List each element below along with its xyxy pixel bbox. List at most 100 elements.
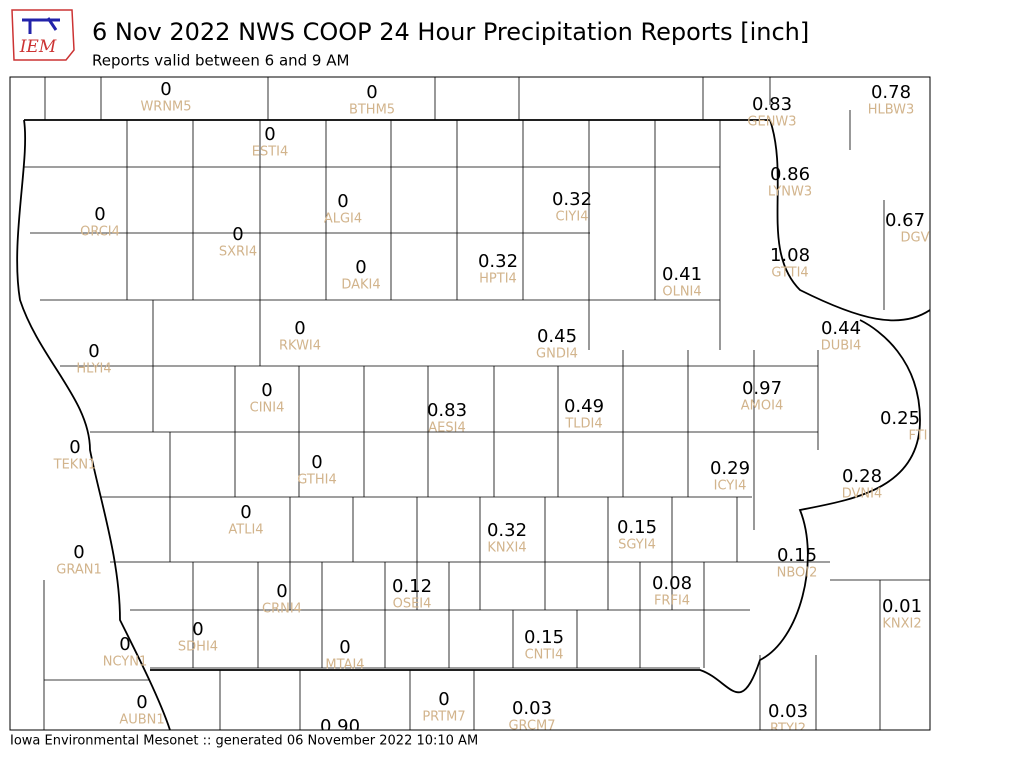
station-id: DUBI4 <box>821 339 862 354</box>
station-id: DAKI4 <box>341 278 380 293</box>
station-id: AESI4 <box>428 421 465 436</box>
station-value: 0.67 <box>885 210 925 231</box>
station-value: 0 <box>311 452 322 473</box>
station-id: MTAI4 <box>325 658 364 673</box>
station-value: 0 <box>69 437 80 458</box>
station-value: 0.29 <box>710 458 750 479</box>
station-id: GTTI4 <box>771 266 808 281</box>
station-value: 0 <box>261 380 272 401</box>
station-id: GTHI4 <box>297 473 336 488</box>
station-id: OLNI4 <box>662 285 701 300</box>
station-value: 0 <box>160 79 171 100</box>
station-value: 0 <box>438 689 449 710</box>
logo: IEM <box>11 9 75 61</box>
station-id: TEKN1 <box>53 458 97 473</box>
station-id: PRTM7 <box>422 710 465 725</box>
station-value: 0 <box>294 318 305 339</box>
station-id: FTI <box>908 429 927 444</box>
station-value: 0 <box>276 581 287 602</box>
station-id: HLYI4 <box>76 362 111 377</box>
station-id: HLBW3 <box>868 103 915 118</box>
station-value: 0.25 <box>880 408 920 429</box>
station-value: 0 <box>339 637 350 658</box>
station-id: SGYI4 <box>618 538 656 553</box>
station-id: BTHM5 <box>349 103 395 118</box>
station-id: HPTI4 <box>479 272 517 287</box>
station-id: CINI4 <box>250 401 285 416</box>
station-id: KNXI4 <box>487 541 526 556</box>
station-value: 0 <box>355 257 366 278</box>
station-id: CNTI4 <box>525 648 564 663</box>
station-value: 0.03 <box>512 698 552 719</box>
station-id: ATLI4 <box>228 523 263 538</box>
station-value: 0 <box>232 224 243 245</box>
station-id: ORCI4 <box>80 225 120 240</box>
station-id: RKWI4 <box>279 339 321 354</box>
station-value: 0 <box>337 191 348 212</box>
station-value: 0 <box>88 341 99 362</box>
station-id: GRAN1 <box>56 563 101 578</box>
state-borders <box>16 119 930 730</box>
station-value: 0 <box>264 124 275 145</box>
station-value: 0.83 <box>427 400 467 421</box>
station-id: NCYN1 <box>103 655 148 670</box>
station-value: 0.15 <box>777 545 817 566</box>
station-value: 0.32 <box>487 520 527 541</box>
subtitle: Reports valid between 6 and 9 AM <box>92 52 349 70</box>
station-value: 0.15 <box>617 517 657 538</box>
station-value: 0.08 <box>652 573 692 594</box>
station-id: TLDI4 <box>564 417 602 432</box>
station-value: 0.49 <box>564 396 604 417</box>
station-value: 0 <box>192 619 203 640</box>
station-id: NBOI2 <box>777 566 818 581</box>
station-id: SXRI4 <box>219 245 257 260</box>
county-lines <box>24 77 930 730</box>
station-id: CIYI4 <box>556 210 589 225</box>
station-id: AUBN1 <box>119 713 164 728</box>
station-value: 0.90 <box>320 716 360 737</box>
station-value: 0.01 <box>882 596 922 617</box>
station-id: ICYI4 <box>714 479 747 494</box>
station-value: 0.44 <box>821 318 861 339</box>
station-value: 1.08 <box>770 245 810 266</box>
station-value: 0.32 <box>552 189 592 210</box>
footer: Iowa Environmental Mesonet :: generated … <box>10 734 478 749</box>
station-value: 0 <box>136 692 147 713</box>
station-value: 0.78 <box>871 82 911 103</box>
station-id: WRNM5 <box>140 100 191 115</box>
station-value: 0 <box>366 82 377 103</box>
station-id: SDHI4 <box>178 640 218 655</box>
station-id: FRFI4 <box>654 594 690 609</box>
station-value: 0.97 <box>742 378 782 399</box>
station-value: 0 <box>119 634 130 655</box>
logo-text: IEM <box>19 37 57 57</box>
station-id: GNDI4 <box>536 347 578 362</box>
station-value: 0.28 <box>842 466 882 487</box>
station-id: DVNI4 <box>842 487 883 502</box>
station-value: 0.86 <box>770 164 810 185</box>
station-id: ESTI4 <box>252 145 289 160</box>
station-value: 0 <box>240 502 251 523</box>
station-id: LYNW3 <box>768 185 812 200</box>
station-id: OSEI4 <box>393 597 432 612</box>
station-id: DGV <box>901 231 930 246</box>
station-id: GRCM7 <box>508 719 555 734</box>
station-id: RTYI2 <box>770 722 806 737</box>
station-id: AMOI4 <box>741 399 783 414</box>
station-id: ALGI4 <box>324 212 362 227</box>
station-value: 0 <box>73 542 84 563</box>
station-id: GENW3 <box>747 115 796 130</box>
station-value: 0.32 <box>478 251 518 272</box>
map-frame <box>9 76 931 731</box>
station-value: 0.15 <box>524 627 564 648</box>
station-value: 0 <box>94 204 105 225</box>
station-value: 0.83 <box>752 94 792 115</box>
title: 6 Nov 2022 NWS COOP 24 Hour Precipitatio… <box>92 18 809 46</box>
station-value: 0.12 <box>392 576 432 597</box>
station-value: 0.41 <box>662 264 702 285</box>
station-value: 0.03 <box>768 701 808 722</box>
station-id: CRNI4 <box>262 602 302 617</box>
